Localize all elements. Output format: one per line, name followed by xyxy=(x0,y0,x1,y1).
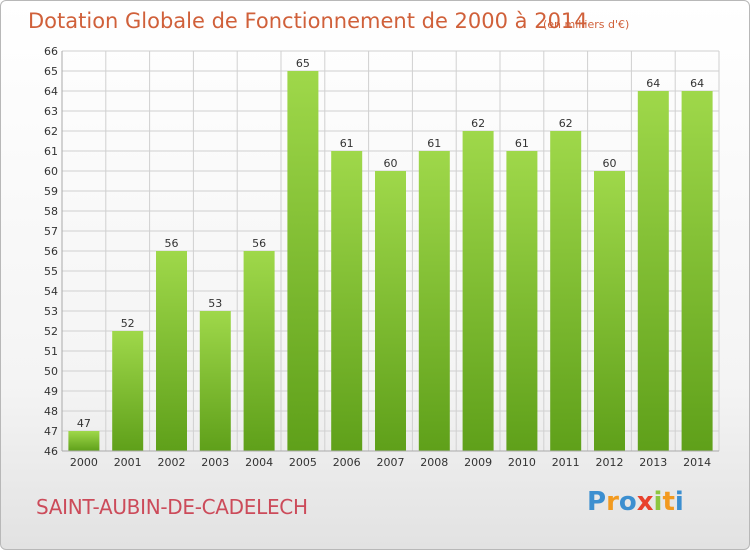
bar-value-label: 53 xyxy=(208,297,222,310)
x-tick-label: 2010 xyxy=(508,456,536,469)
x-tick-label: 2002 xyxy=(158,456,186,469)
logo-letter: x xyxy=(636,487,654,517)
place-name: SAINT-AUBIN-DE-CADELECH xyxy=(36,495,308,519)
logo-letter: i xyxy=(674,487,684,517)
x-tick-label: 2004 xyxy=(245,456,273,469)
logo-letter: t xyxy=(662,487,675,517)
y-tick-label: 50 xyxy=(44,365,58,378)
y-tick-label: 49 xyxy=(44,385,58,398)
x-tick-label: 2007 xyxy=(377,456,405,469)
bar-value-label: 52 xyxy=(121,317,135,330)
logo-letter: o xyxy=(618,487,637,517)
y-tick-label: 53 xyxy=(44,305,58,318)
bar xyxy=(462,131,494,451)
bar xyxy=(243,251,275,451)
bar-value-label: 60 xyxy=(603,157,617,170)
bar xyxy=(418,151,450,451)
logo-letter: r xyxy=(606,487,619,517)
bar xyxy=(287,71,319,451)
y-tick-label: 62 xyxy=(44,125,58,138)
bar-value-label: 56 xyxy=(165,237,179,250)
y-tick-label: 55 xyxy=(44,265,58,278)
x-tick-label: 2008 xyxy=(420,456,448,469)
y-tick-label: 54 xyxy=(44,285,58,298)
chart-unit: (en milliers d'€) xyxy=(543,18,630,31)
bar-value-label: 64 xyxy=(646,77,660,90)
chart-title: Dotation Globale de Fonctionnement de 20… xyxy=(28,9,588,33)
bar xyxy=(681,91,713,451)
y-tick-label: 51 xyxy=(44,345,58,358)
x-tick-label: 2014 xyxy=(683,456,711,469)
bar-layer xyxy=(68,71,713,451)
bar xyxy=(506,151,538,451)
bar-value-label: 61 xyxy=(340,137,354,150)
bar xyxy=(331,151,363,451)
y-tick-label: 65 xyxy=(44,65,58,78)
y-tick-label: 58 xyxy=(44,205,58,218)
x-tick-label: 2001 xyxy=(114,456,142,469)
y-tick-label: 47 xyxy=(44,425,58,438)
y-tick-label: 57 xyxy=(44,225,58,238)
bar xyxy=(594,171,625,451)
bar-value-label: 64 xyxy=(690,77,704,90)
logo-letter: P xyxy=(587,487,607,517)
x-tick-label: 2003 xyxy=(201,456,229,469)
x-tick-label: 2013 xyxy=(639,456,667,469)
y-tick-label: 48 xyxy=(44,405,58,418)
bar-value-label: 62 xyxy=(559,117,573,130)
x-tick-label: 2005 xyxy=(289,456,317,469)
axis-layer: 46 47 48 49 50 51 52 53 54 55 56 57 58 59 60 61 62 63 64 65… xyxy=(44,45,719,469)
bar xyxy=(68,431,100,451)
x-tick-label: 2012 xyxy=(596,456,624,469)
y-tick-label: 59 xyxy=(44,185,58,198)
x-tick-label: 2009 xyxy=(464,456,492,469)
y-tick-label: 61 xyxy=(44,145,58,158)
y-tick-label: 46 xyxy=(44,445,58,458)
bar-value-label: 60 xyxy=(384,157,398,170)
bar-value-label: 61 xyxy=(427,137,441,150)
bar-value-label: 65 xyxy=(296,57,310,70)
bar-value-label: 56 xyxy=(252,237,266,250)
y-tick-label: 60 xyxy=(44,165,58,178)
bar xyxy=(637,91,669,451)
y-tick-label: 66 xyxy=(44,45,58,58)
bar xyxy=(550,131,582,451)
y-tick-label: 56 xyxy=(44,245,58,258)
bar xyxy=(156,251,187,451)
logo-letter: i xyxy=(653,487,663,517)
x-tick-label: 2011 xyxy=(552,456,580,469)
y-tick-label: 63 xyxy=(44,105,58,118)
bar xyxy=(375,171,406,451)
bar-value-label: 62 xyxy=(471,117,485,130)
x-tick-label: 2000 xyxy=(70,456,98,469)
bar xyxy=(112,331,144,451)
bar xyxy=(199,311,231,451)
proxiti-logo: Proxiti xyxy=(587,487,684,517)
x-tick-label: 2006 xyxy=(333,456,361,469)
bar-value-label: 61 xyxy=(515,137,529,150)
y-tick-label: 64 xyxy=(44,85,58,98)
bar-value-label: 47 xyxy=(77,417,91,430)
y-tick-label: 52 xyxy=(44,325,58,338)
